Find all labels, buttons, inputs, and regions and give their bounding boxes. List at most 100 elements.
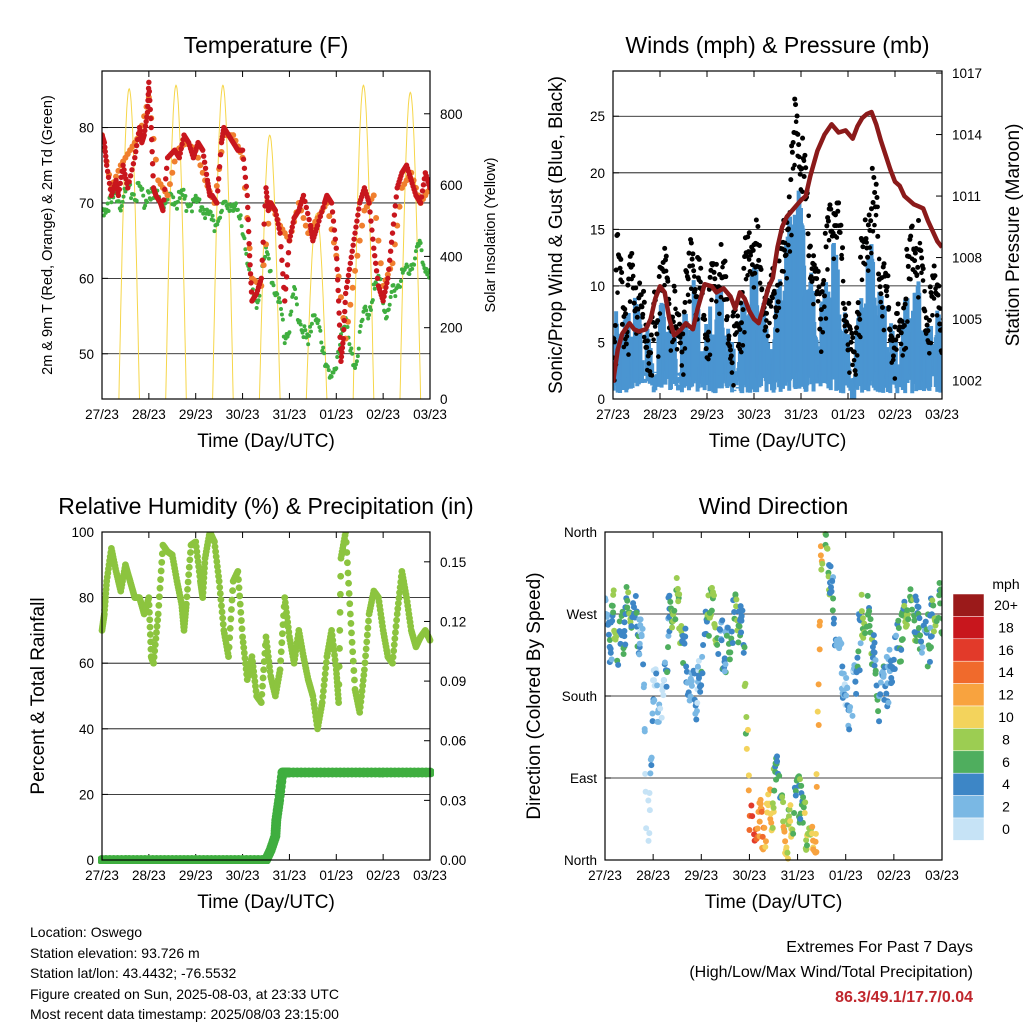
temp2m-point <box>338 358 344 364</box>
dewpoint-point <box>334 366 339 371</box>
direction-point <box>605 595 609 602</box>
rh-point <box>362 652 369 660</box>
gust-point <box>796 142 802 148</box>
y-tick-label: 20 <box>79 787 94 802</box>
rh-point <box>235 584 243 592</box>
temp2m-point <box>314 222 321 229</box>
dewpoint-point <box>203 216 208 221</box>
dewpoint-point <box>218 215 223 220</box>
temp-plot-area <box>102 79 430 399</box>
gust-point <box>814 276 820 282</box>
direction-point <box>735 639 742 646</box>
gust-point <box>629 250 635 256</box>
x-tick-label: 31/23 <box>781 868 815 883</box>
rh-point <box>146 608 153 616</box>
gust-point <box>840 278 846 284</box>
temp2m-point <box>201 159 208 165</box>
gust-point <box>668 348 674 353</box>
rh-point <box>359 677 367 684</box>
temp9m-point <box>352 267 359 274</box>
rh-point <box>219 620 227 628</box>
rh-point <box>250 672 258 680</box>
gust-point <box>624 334 630 339</box>
rh-point <box>146 623 154 631</box>
rh-point <box>319 693 327 701</box>
gust-point <box>617 265 623 271</box>
direction-point <box>872 667 879 674</box>
dewpoint-point <box>109 200 114 205</box>
temp2m-point <box>246 240 252 247</box>
direction-point <box>717 626 724 633</box>
direction-point <box>695 675 702 682</box>
rh-point <box>358 687 366 695</box>
direction-point <box>829 607 836 614</box>
dewpoint-point <box>116 199 121 204</box>
direction-point <box>699 653 706 660</box>
direction-point <box>682 625 689 632</box>
gust-point <box>916 295 921 300</box>
rh-point <box>236 600 244 608</box>
direction-point <box>885 699 892 706</box>
gust-point <box>899 318 905 324</box>
gust-point <box>630 273 636 279</box>
insolation-line <box>102 84 430 399</box>
rh-point <box>390 647 398 655</box>
temp2m-point <box>122 171 128 178</box>
y2-tick-label: 1017 <box>952 66 982 81</box>
direction-point <box>646 790 653 797</box>
gust-point <box>898 341 904 347</box>
direction-point <box>738 629 745 636</box>
temp2m-point <box>104 168 111 174</box>
direction-point <box>646 807 653 814</box>
x-tick-label: 27/23 <box>588 868 622 883</box>
direction-point <box>672 616 679 623</box>
dewpoint-point <box>309 321 314 326</box>
direction-point <box>714 641 721 648</box>
temp2m-point <box>263 185 269 191</box>
temp2m-point <box>330 218 337 224</box>
direction-point <box>722 661 729 668</box>
direction-point <box>744 726 751 733</box>
direction-point <box>636 651 643 658</box>
gust-point <box>724 314 730 320</box>
direction-point <box>818 566 825 573</box>
gust-point <box>786 242 791 248</box>
temp2m-point <box>339 345 346 351</box>
gust-point <box>895 301 901 307</box>
gust-point <box>677 321 683 327</box>
gust-point <box>908 276 913 282</box>
rh-point <box>281 599 289 606</box>
speed-colorbar: mph 20+ 18 16 14 12 10 8 6 4 2 0 <box>952 576 1020 841</box>
direction-point <box>756 818 763 825</box>
gust-point <box>887 326 893 332</box>
gust-point <box>819 289 825 295</box>
gust-point <box>802 152 808 158</box>
x-axis-label: Time (Day/UTC) <box>705 892 843 913</box>
dewpoint-point <box>319 340 324 345</box>
temp2m-point <box>382 289 388 295</box>
gust-point <box>689 256 695 262</box>
rh-point <box>356 703 364 711</box>
dewpoint-point <box>278 306 283 311</box>
rh-point <box>345 590 353 597</box>
gust-point <box>713 261 719 267</box>
gust-point <box>789 232 794 238</box>
gust-point <box>640 311 646 317</box>
direction-point <box>758 808 765 815</box>
gust-point <box>874 194 880 200</box>
rh-point <box>364 624 372 632</box>
rh-point <box>237 608 245 616</box>
gust-point <box>655 354 661 359</box>
rh-point <box>363 638 371 646</box>
y2-tick-label: 0.00 <box>440 853 466 868</box>
dewpoint-point <box>384 314 389 319</box>
rh-point <box>343 549 351 556</box>
temp2m-point <box>350 242 356 248</box>
temp2m-point <box>349 248 355 254</box>
direction-point <box>916 615 923 622</box>
dewpoint-point <box>294 302 299 307</box>
rh-point <box>393 610 401 618</box>
temp2m-point <box>385 275 391 282</box>
gust-point <box>795 131 801 137</box>
temp2m-point <box>320 204 326 211</box>
